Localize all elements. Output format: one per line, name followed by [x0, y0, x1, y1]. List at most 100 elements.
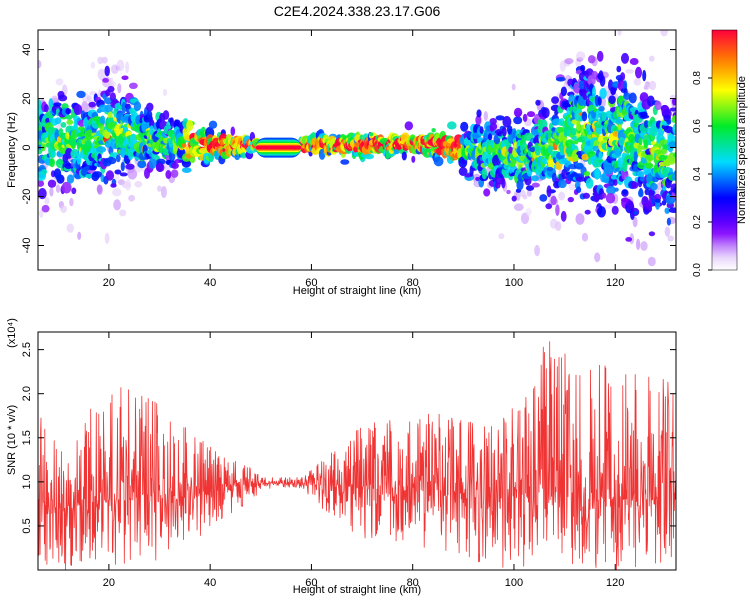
spectrogram-cell: [121, 101, 127, 114]
spectrogram-cell: [102, 78, 109, 83]
spectrogram-cell: [67, 137, 78, 146]
spectrogram-frame: [37, 29, 677, 271]
spectrogram-cell: [513, 107, 523, 118]
spectrogram-cell: [576, 120, 581, 132]
spectrogram-cell: [109, 81, 116, 88]
spectrogram-cell: [105, 170, 115, 181]
spectrogram-cell: [649, 80, 657, 91]
spectrogram-cell: [498, 233, 505, 240]
spectrogram-cell: [664, 207, 670, 214]
spectrogram-cell: [189, 156, 196, 164]
spectrogram-cell: [113, 199, 121, 211]
spectrogram-cell: [368, 132, 374, 137]
colorbar-ticks: 0.0 0.2 0.4 0.6 0.8: [692, 71, 712, 277]
spectrogram-cell: [575, 177, 586, 182]
spectrogram-cell: [200, 126, 207, 139]
snr-x-ticks: 20 40 60 80 100 120: [103, 332, 624, 589]
spectrogram-cell: [162, 88, 168, 97]
spectrogram-cell: [38, 59, 42, 69]
colorbar-tick-label: 0.2: [692, 215, 703, 229]
spectrogram-cell: [622, 189, 628, 195]
spectrogram-cell: [628, 92, 637, 104]
spectrogram-cell: [558, 179, 567, 189]
spectrogram-cell: [625, 69, 635, 74]
spectrogram-cell: [513, 116, 523, 125]
spectrogram-cell: [654, 100, 662, 111]
spectrogram-cell: [104, 104, 114, 113]
spectrogram-cell: [104, 65, 110, 77]
spectrogram-cell: [55, 78, 64, 86]
x-tick-label: 120: [606, 577, 624, 589]
spectrogram-cell: [121, 75, 129, 81]
spectrogram-cell: [65, 147, 73, 159]
spectrogram-cell: [598, 106, 605, 112]
spectrogram-cell: [614, 148, 621, 157]
spectrogram-cell: [117, 83, 122, 94]
spectrogram-cell: [611, 205, 619, 215]
snr-panel: 20 40 60 80 100 120 0.5 1.0 1.5 2.0 2.5 Height of…: [6, 318, 677, 596]
y-tick-label: -40: [21, 238, 33, 254]
spectrogram-cell: [43, 104, 49, 113]
spectrogram-cell: [56, 159, 64, 165]
snr-y-ticks: 0.5 1.0 1.5 2.0 2.5: [21, 342, 676, 534]
spectrogram-cell: [97, 184, 103, 195]
spectrogram-cell: [546, 185, 552, 198]
spectrogram-cell: [134, 180, 143, 188]
spectrogram-cell: [55, 184, 61, 193]
spectrogram-cell: [146, 110, 153, 119]
x-tick-label: 120: [606, 277, 624, 289]
spectrogram-cell: [673, 170, 676, 175]
spectrogram-cell: [76, 90, 86, 99]
spectrogram-cell: [41, 169, 48, 175]
spectrogram-cell: [507, 128, 513, 136]
spectrogram-cell: [513, 203, 524, 211]
spectrogram-cell: [663, 126, 674, 133]
spectrogram-y-ticks: -40 -20 0 20 40: [21, 43, 676, 253]
spectrogram-cell: [599, 75, 606, 87]
spectrogram-cell: [125, 163, 135, 170]
spectrogram-cell: [84, 129, 94, 139]
spectrogram-cell: [110, 183, 117, 188]
spectrogram-cell: [649, 55, 655, 62]
spectrogram-cell: [364, 153, 375, 160]
spectrogram-cell: [633, 150, 638, 162]
spectrogram-cell: [165, 170, 172, 179]
snr-y-label: SNR (10 * v/v): [6, 405, 18, 475]
spectrogram-main-layer: [38, 50, 676, 242]
spectrogram-cell: [90, 61, 96, 69]
spectrogram-cell: [620, 72, 626, 81]
spectrogram-cell: [534, 244, 540, 257]
spectrogram-cell: [617, 30, 622, 36]
spectrogram-cell: [615, 119, 624, 124]
x-tick-label: 40: [204, 277, 216, 289]
spectrogram-cell: [581, 232, 589, 242]
spectrogram-cell: [96, 146, 107, 153]
spectrogram-cell: [560, 86, 568, 97]
spectrogram-cell: [554, 110, 559, 116]
spectrogram-cell: [55, 174, 63, 181]
spectrogram-cell: [655, 198, 661, 203]
spectrogram-cell: [208, 120, 218, 129]
spectrogram-cell: [669, 107, 676, 112]
spectrogram-cell: [632, 216, 638, 228]
spectrogram-cell: [588, 308, 595, 318]
spectrogram-cell: [114, 169, 122, 175]
spectrogram-cell: [646, 154, 655, 161]
spectrogram-cell: [599, 12, 605, 21]
x-tick-label: 80: [407, 577, 419, 589]
spectrogram-cell: [623, 92, 631, 101]
spectrogram-cell: [483, 111, 488, 121]
spectrogram-cell: [510, 159, 516, 168]
colorbar-frame: [711, 29, 738, 271]
spectrogram-cell: [60, 122, 67, 128]
spectrogram-cell: [69, 197, 74, 207]
colorbar-tick-label: 0.0: [692, 263, 703, 277]
spectrogram-cell: [585, 178, 594, 189]
spectrogram-cell: [60, 205, 67, 214]
spectrogram-cell: [501, 177, 506, 189]
spectrogram-cell: [650, 140, 656, 146]
spectrogram-cell: [522, 194, 528, 200]
spectrogram-cell: [525, 208, 532, 216]
spectrogram-cell: [38, 188, 47, 200]
spectrogram-cell: [638, 137, 643, 146]
